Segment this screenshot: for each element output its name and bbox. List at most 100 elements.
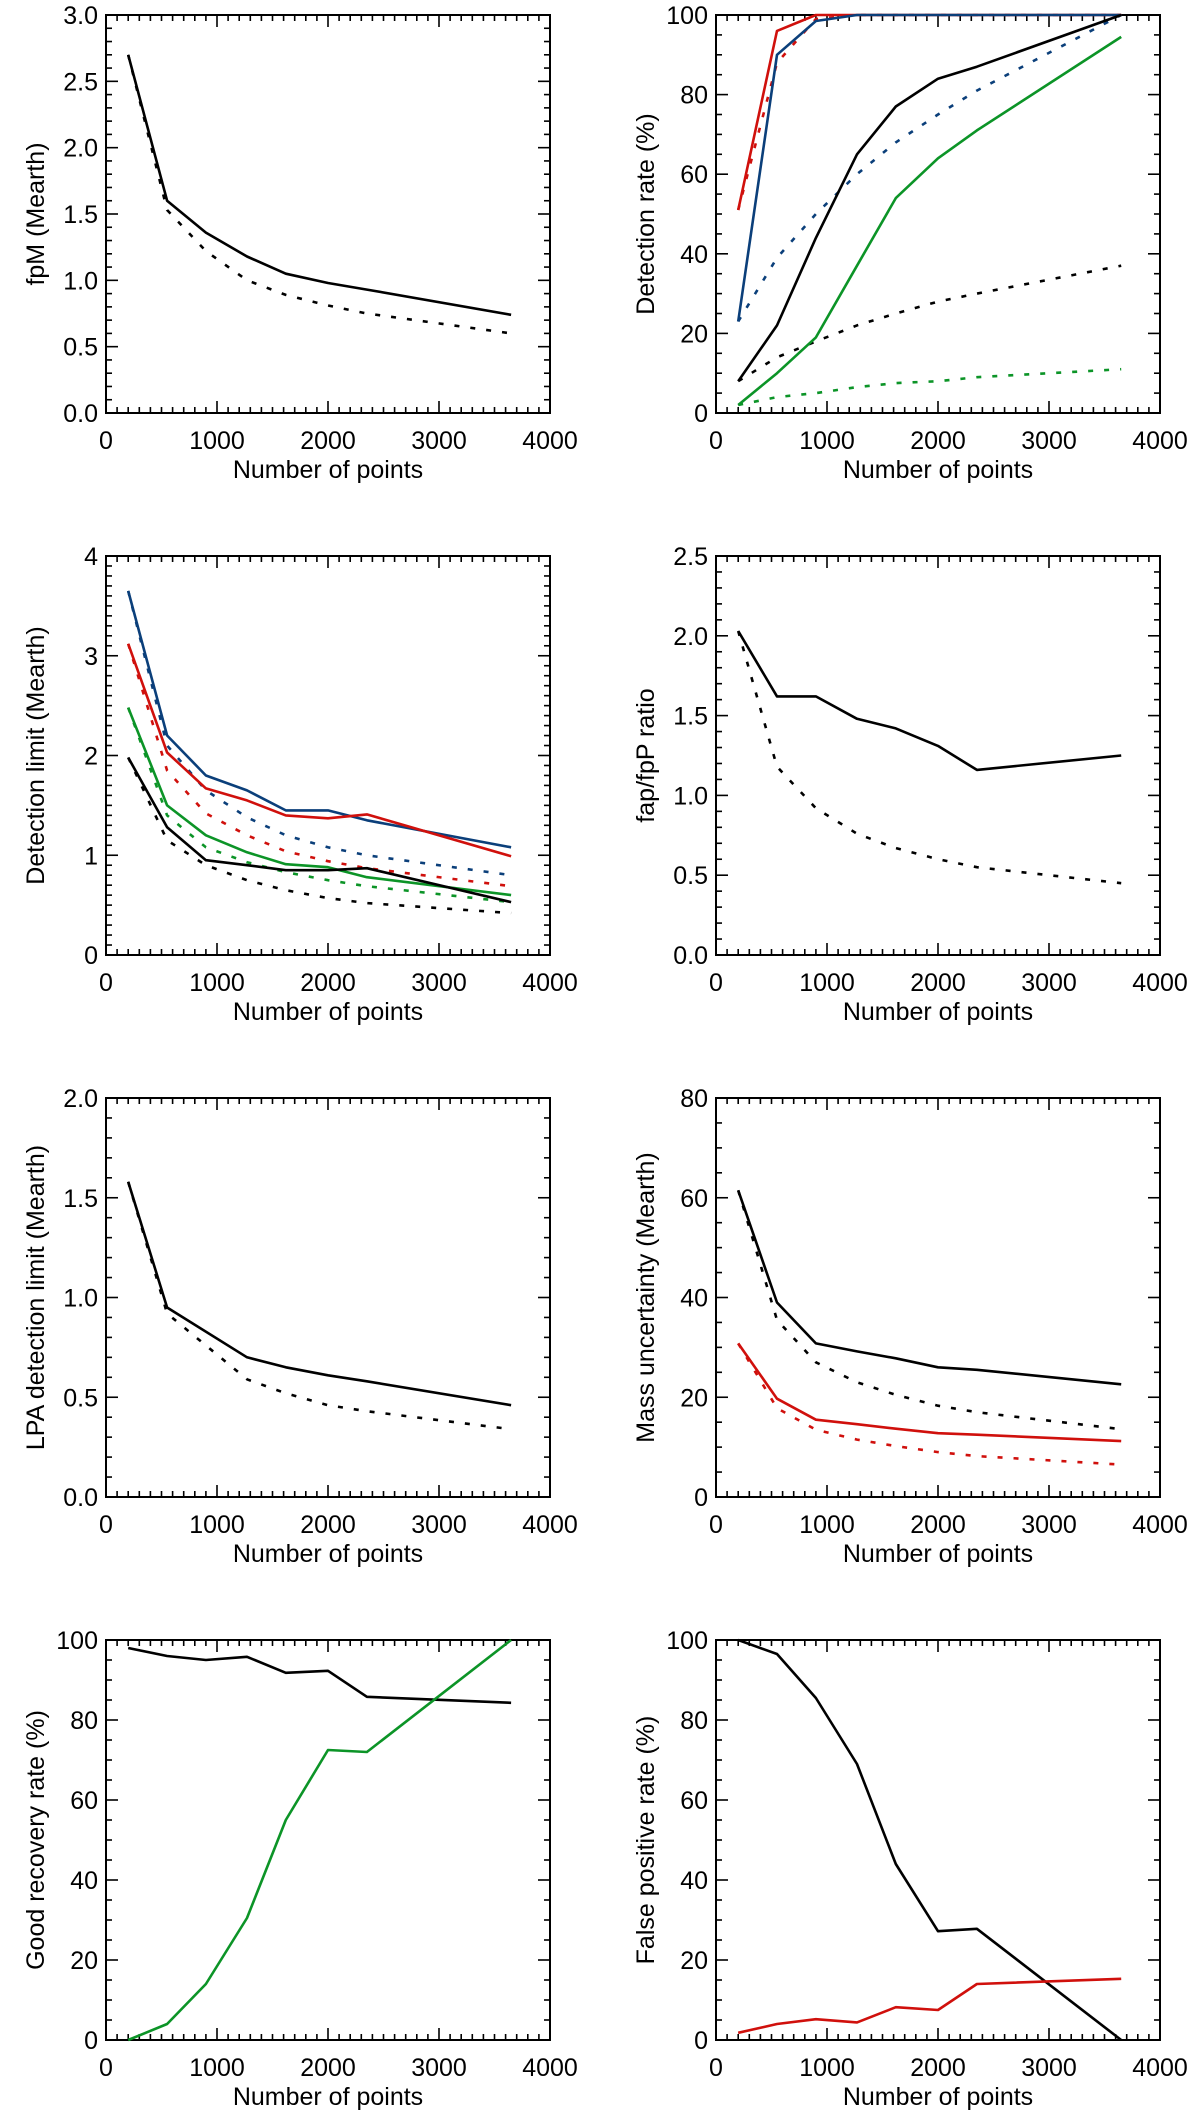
x-axis-title: Number of points <box>233 2083 423 2111</box>
x-axis-title: Number of points <box>233 1540 423 1568</box>
y-tick-label: 3 <box>84 643 98 671</box>
plot-frame <box>715 555 1161 956</box>
series-line-dotted-blue <box>737 13 1122 323</box>
series-line-solid-black <box>127 756 512 904</box>
y-tick-label: 2 <box>84 743 98 771</box>
x-tick-label: 1000 <box>799 2054 855 2082</box>
x-tick-label: 0 <box>99 1511 113 1539</box>
y-axis-title: Detection limit (Mearth) <box>22 626 50 884</box>
x-axis-title: Number of points <box>843 1540 1033 1568</box>
y-axis-title: fap/fpP ratio <box>632 688 660 822</box>
y-tick-label: 60 <box>680 1185 708 1213</box>
series-line-solid-black <box>736 1189 1122 1386</box>
x-tick-label: 2000 <box>910 1511 966 1539</box>
series-line-solid-red <box>126 643 512 858</box>
panel-mass-uncertainty: 0 1000 2000 3000 4000 0 20 40 60 80 Number of poin… <box>632 1085 1188 1568</box>
panel-good-recovery-rate: 0 1000 2000 3000 4000 0 20 40 60 80 100 Number of p… <box>22 1627 578 2111</box>
x-tick-label: 2000 <box>300 2054 356 2082</box>
series-line-solid-black <box>126 54 512 317</box>
plot-frame <box>105 1639 551 2041</box>
x-tick-label: 0 <box>709 427 723 455</box>
x-tick-label: 1000 <box>189 427 245 455</box>
x-tick-label: 4000 <box>522 427 578 455</box>
series-line-solid-blue <box>126 590 512 849</box>
y-tick-label: 40 <box>70 1867 98 1895</box>
y-axis-title: False positive rate (%) <box>632 1716 660 1965</box>
y-axis-title: Mass uncertainty (Mearth) <box>632 1152 660 1442</box>
y-tick-label: 0.5 <box>63 334 98 362</box>
y-tick-label: 1.5 <box>673 703 708 731</box>
y-tick-label: 0 <box>694 400 708 428</box>
series-line-dotted-red <box>126 643 512 888</box>
panel-fpm: 0 1000 2000 3000 4000 0.0 0.5 1.0 1.5 2.0 2.5 3.0 Nu… <box>22 2 578 484</box>
y-tick-label: 3.0 <box>63 2 98 30</box>
x-tick-label: 1000 <box>799 969 855 997</box>
x-tick-label: 4000 <box>522 1511 578 1539</box>
x-tick-label: 1000 <box>189 969 245 997</box>
plot-frame <box>105 1097 551 1498</box>
y-tick-label: 60 <box>680 1787 708 1815</box>
x-tick-label: 3000 <box>1021 1511 1077 1539</box>
x-tick-label: 3000 <box>411 1511 467 1539</box>
y-tick-label: 0 <box>84 942 98 970</box>
y-tick-label: 80 <box>680 82 708 110</box>
panel-fap-fpp-ratio: 0 1000 2000 3000 4000 0.0 0.5 1.0 1.5 2.0 2.5 Numbe… <box>632 543 1188 1026</box>
y-axis-title: Detection rate (%) <box>632 113 660 314</box>
x-tick-label: 0 <box>709 2054 723 2082</box>
x-tick-label: 1000 <box>799 1511 855 1539</box>
series-line-solid-blue <box>736 13 1122 322</box>
series-line-dotted-black <box>737 264 1122 383</box>
series-line-solid-red <box>737 1977 1122 2035</box>
y-tick-label: 80 <box>70 1707 98 1735</box>
x-tick-label: 2000 <box>910 969 966 997</box>
y-tick-label: 1.5 <box>63 201 98 229</box>
x-tick-label: 0 <box>99 2054 113 2082</box>
panel-lpa-detection-limit: 0 1000 2000 3000 4000 0.0 0.5 1.0 1.5 2.0 Number o… <box>22 1085 578 1568</box>
x-tick-label: 4000 <box>522 969 578 997</box>
y-tick-label: 2.0 <box>63 135 98 163</box>
x-tick-label: 3000 <box>411 2054 467 2082</box>
x-tick-label: 0 <box>709 969 723 997</box>
y-tick-label: 0.5 <box>673 862 708 890</box>
x-tick-label: 3000 <box>411 969 467 997</box>
series-line-solid-black <box>737 13 1122 382</box>
series-line-solid-green <box>127 1638 512 2042</box>
y-tick-label: 2.5 <box>63 68 98 96</box>
x-tick-label: 4000 <box>1132 427 1188 455</box>
x-axis-title: Number of points <box>843 998 1033 1026</box>
x-tick-label: 3000 <box>1021 969 1077 997</box>
y-tick-label: 1.0 <box>63 267 98 295</box>
series-line-dotted-black <box>736 630 1122 885</box>
series-line-dotted-green <box>737 367 1122 407</box>
series-line-solid-red <box>737 1342 1122 1443</box>
y-tick-label: 40 <box>680 1285 708 1313</box>
y-tick-label: 0.0 <box>63 400 98 428</box>
y-axis-title: Good recovery rate (%) <box>22 1710 50 1970</box>
y-tick-label: 60 <box>70 1787 98 1815</box>
series-line-dotted-black <box>736 1189 1122 1431</box>
x-tick-label: 2000 <box>300 1511 356 1539</box>
y-tick-label: 100 <box>666 1627 708 1655</box>
y-tick-label: 40 <box>680 241 708 269</box>
y-tick-label: 20 <box>680 1384 708 1412</box>
series-line-dotted-black <box>127 756 512 915</box>
series-line-dotted-red <box>737 1342 1122 1466</box>
x-axis-title: Number of points <box>843 456 1033 484</box>
x-axis-title: Number of points <box>233 456 423 484</box>
series-line-solid-black <box>126 1181 512 1407</box>
y-tick-label: 0 <box>694 2027 708 2055</box>
series-line-dotted-black <box>126 1181 512 1431</box>
y-tick-label: 0 <box>694 1484 708 1512</box>
x-tick-label: 0 <box>99 969 113 997</box>
y-tick-label: 80 <box>680 1085 708 1113</box>
panel-detection-limit: 0 1000 2000 3000 4000 0 1 2 3 4 Number of points De… <box>22 543 578 1026</box>
y-tick-label: 100 <box>56 1627 98 1655</box>
y-axis-title: LPA detection limit (Mearth) <box>22 1145 50 1450</box>
x-tick-label: 1000 <box>189 2054 245 2082</box>
y-tick-label: 4 <box>84 543 98 571</box>
y-tick-label: 1 <box>84 842 98 870</box>
x-tick-label: 4000 <box>1132 1511 1188 1539</box>
x-tick-label: 4000 <box>522 2054 578 2082</box>
x-tick-label: 2000 <box>300 969 356 997</box>
